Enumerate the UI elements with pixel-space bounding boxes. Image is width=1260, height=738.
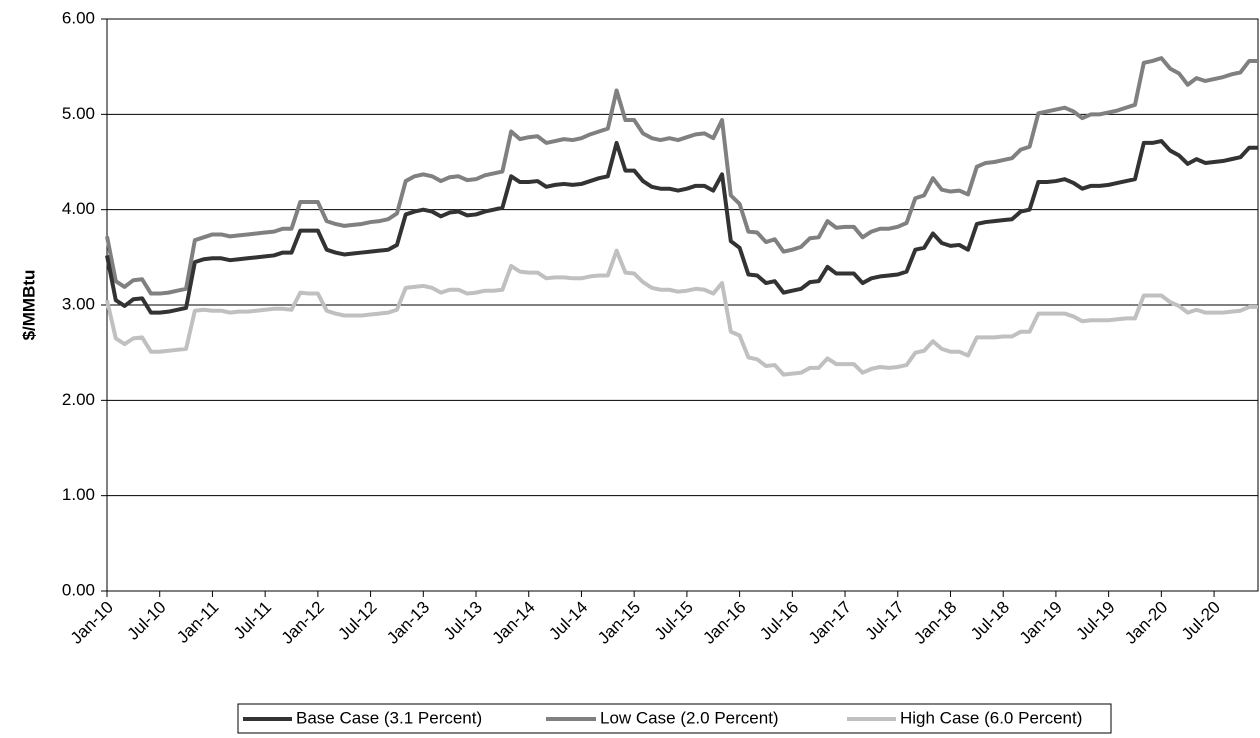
y-axis-label: $/MMBtu xyxy=(19,270,38,341)
x-tick-label: Jan-13 xyxy=(383,598,433,648)
x-tick-label: Jan-18 xyxy=(910,598,960,648)
series-line xyxy=(105,139,1258,315)
legend xyxy=(237,703,1112,734)
x-tick-label: Jul-17 xyxy=(862,598,908,644)
plot-area: 0.00 1.00 2.00 3.00 4.00 5.00 6.00 Jan-10 Jul-10… xyxy=(62,8,1259,648)
y-tick-label: 4.00 xyxy=(62,199,95,218)
y-tick-label: 1.00 xyxy=(62,485,95,504)
x-tick-label: Jul-11 xyxy=(230,598,275,643)
x-tick-label: Jan-12 xyxy=(278,598,328,648)
x-tick-label: Jan-10 xyxy=(67,598,117,648)
x-tick-label: Jul-18 xyxy=(967,598,1013,644)
series-line xyxy=(105,56,1258,296)
x-tick-label: Jan-11 xyxy=(173,598,222,647)
x-tick-label: Jul-20 xyxy=(1178,598,1224,644)
x-tick-label: Jul-12 xyxy=(334,598,380,644)
x-tick-label: Jul-16 xyxy=(756,598,802,644)
y-tick-label: 5.00 xyxy=(62,104,95,123)
x-tick-label: Jul-15 xyxy=(651,598,697,644)
x-tick-label: Jan-19 xyxy=(1016,598,1066,648)
x-tick-label: Jul-19 xyxy=(1072,598,1118,644)
y-tick-label: 0.00 xyxy=(62,580,95,599)
x-tick-label: Jul-10 xyxy=(124,598,170,644)
x-tick-label: Jan-14 xyxy=(489,598,539,648)
legend-label: High Case (6.0 Percent) xyxy=(900,708,1082,727)
x-tick-label: Jul-13 xyxy=(440,598,486,644)
y-tick-label: 2.00 xyxy=(62,390,95,409)
legend-label: Base Case (3.1 Percent) xyxy=(296,708,482,727)
x-tick-label: Jan-16 xyxy=(699,598,749,648)
series-line xyxy=(105,248,1258,377)
x-tick-label: Jul-14 xyxy=(545,598,591,644)
x-tick-label: Jan-17 xyxy=(805,598,855,648)
y-tick-label: 6.00 xyxy=(62,8,95,27)
y-tick-label: 3.00 xyxy=(62,294,95,313)
x-tick-label: Jan-20 xyxy=(1121,598,1171,648)
x-tick-label: Jan-15 xyxy=(594,598,644,648)
legend-label: Low Case (2.0 Percent) xyxy=(600,708,779,727)
